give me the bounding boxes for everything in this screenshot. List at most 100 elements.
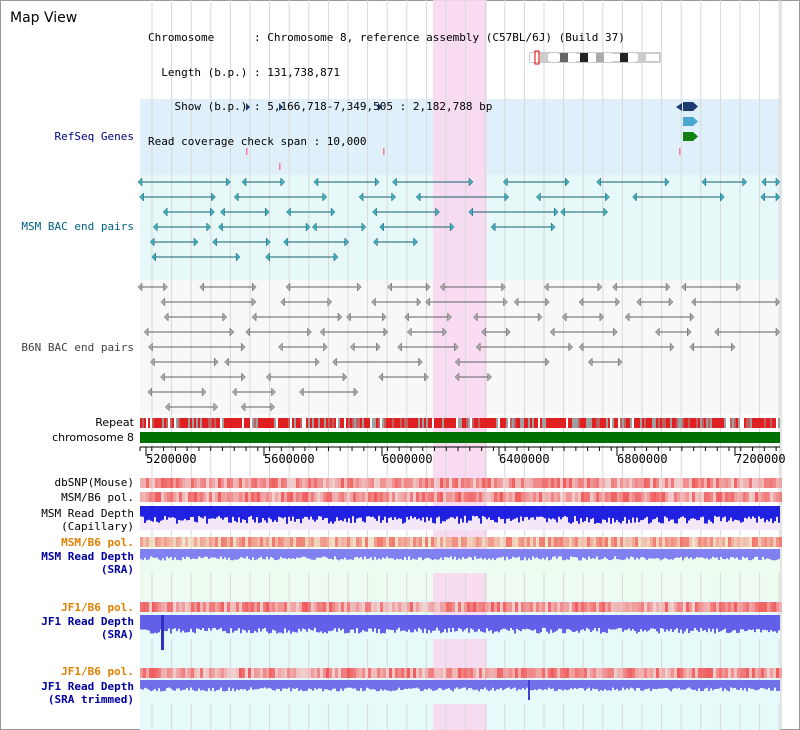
depth-bar (312, 549, 314, 560)
bac-end-marker (775, 297, 781, 307)
heat-cell (428, 602, 431, 612)
axis-tick-label: 6400000 (499, 452, 550, 466)
heat-cell (497, 478, 500, 488)
depth-bar (746, 549, 748, 558)
repeat-segment (424, 418, 426, 428)
bac-end-marker (447, 312, 453, 322)
heat-cell (272, 492, 275, 502)
repeat-segment (322, 418, 324, 428)
depth-bar (272, 506, 274, 522)
depth-bar (456, 615, 458, 632)
heat-cell (419, 602, 422, 612)
depth-bar (660, 549, 662, 561)
heat-cell (341, 668, 344, 678)
depth-bar (668, 506, 670, 522)
heat-cell (167, 602, 170, 612)
heat-cell (722, 537, 725, 547)
heat-cell (602, 537, 605, 547)
heat-cell (140, 668, 143, 678)
heat-cell (338, 478, 341, 488)
depth-bar (360, 680, 362, 689)
repeat-segment (712, 418, 714, 428)
heat-cell (161, 492, 164, 502)
depth-bar (570, 506, 572, 524)
depth-bar (402, 615, 404, 631)
heat-cell (527, 668, 530, 678)
depth-bar (352, 615, 354, 630)
heat-cell (761, 492, 764, 502)
repeat-segment (350, 418, 352, 428)
depth-bar (662, 506, 664, 524)
heat-cell (656, 478, 659, 488)
depth-bar (242, 615, 244, 630)
heat-cell (599, 478, 602, 488)
depth-bar (518, 615, 520, 631)
track-label-msm-pol-1: MSM/B6 pol. (61, 491, 134, 504)
heat-cell (611, 492, 614, 502)
depth-bar (504, 615, 506, 629)
heat-cell (638, 602, 641, 612)
heat-cell (149, 668, 152, 678)
depth-bar (760, 506, 762, 519)
depth-bar (358, 615, 360, 634)
heat-cell (416, 478, 419, 488)
heat-cell (599, 492, 602, 502)
heat-cell (740, 602, 743, 612)
heat-cell (224, 537, 227, 547)
repeat-segment (166, 418, 168, 428)
heat-cell (776, 602, 779, 612)
heat-cell (545, 537, 548, 547)
track-label-line: (Capillary) (61, 520, 134, 533)
heat-cell (665, 602, 668, 612)
heat-cell (596, 478, 599, 488)
repeat-segment (636, 418, 638, 428)
heat-cell (512, 668, 515, 678)
bac-end-marker (235, 252, 241, 262)
depth-bar (316, 615, 318, 633)
depth-bar (304, 680, 306, 692)
heat-cell (587, 537, 590, 547)
depth-bar (380, 615, 382, 634)
heat-cell (308, 668, 311, 678)
heat-cell (179, 537, 182, 547)
heat-cell (476, 668, 479, 678)
depth-bar (408, 615, 410, 630)
repeat-segment (632, 418, 634, 428)
depth-bar (484, 549, 486, 559)
heat-cell (419, 492, 422, 502)
depth-bar (512, 615, 514, 630)
heat-cell (389, 602, 392, 612)
depth-bar (772, 549, 774, 561)
heat-cell (494, 602, 497, 612)
depth-bar (140, 549, 142, 560)
depth-bar (476, 680, 478, 690)
depth-bar (706, 549, 708, 559)
depth-bar (602, 680, 604, 691)
repeat-segment (386, 418, 388, 428)
depth-bar (386, 549, 388, 557)
repeat-segment (398, 418, 400, 428)
depth-bar (442, 506, 444, 522)
depth-bar (236, 506, 238, 523)
depth-bar (556, 549, 558, 559)
heat-cell (554, 492, 557, 502)
heat-cell (251, 668, 254, 678)
depth-bar (294, 615, 296, 633)
depth-bar (440, 506, 442, 524)
heat-cell (320, 668, 323, 678)
heat-cell (398, 537, 401, 547)
repeat-segment (772, 418, 774, 428)
bac-end-marker (213, 402, 219, 412)
depth-bar (348, 680, 350, 688)
depth-bar (354, 615, 356, 634)
depth-bar (368, 680, 370, 689)
heat-cell (233, 537, 236, 547)
repeat-segment (454, 418, 456, 428)
depth-bar (744, 549, 746, 559)
depth-bar (366, 615, 368, 632)
chromosome-bar (140, 432, 780, 443)
depth-bar (484, 506, 486, 518)
depth-bar (590, 615, 592, 632)
repeat-segment (520, 418, 522, 428)
